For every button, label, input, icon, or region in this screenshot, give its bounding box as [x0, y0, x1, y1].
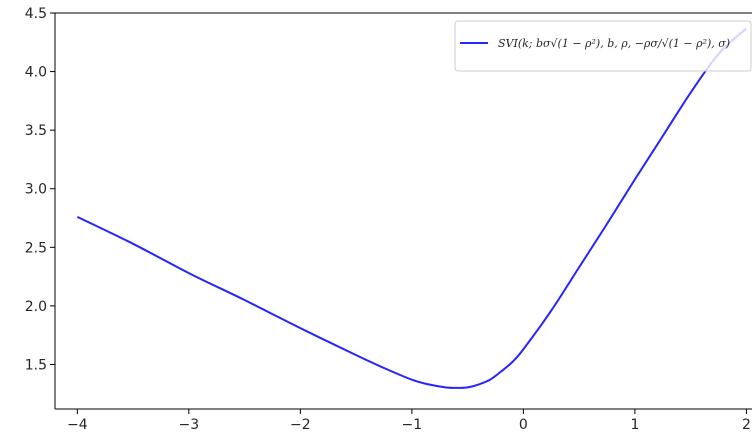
y-tick-label: 3.5 [25, 123, 47, 139]
plot-area [55, 13, 752, 409]
x-tick-label: 1 [630, 417, 639, 433]
y-tick-label: 2.5 [25, 240, 47, 256]
legend-frame [454, 20, 752, 72]
y-axis: 1.5 2.0 2.5 3.0 3.5 4.0 4.5 [25, 6, 55, 373]
legend-label: SVI(k; bσ√(1 − ρ²), b, ρ, −ρσ/√(1 − ρ²),… [498, 37, 730, 50]
x-tick-label: −1 [402, 417, 423, 433]
x-tick-label: −2 [290, 417, 311, 433]
y-tick-label: 2.0 [25, 299, 47, 315]
series-layer [76, 27, 748, 389]
y-tick-label: 4.5 [25, 6, 47, 22]
legend: SVI(k; bσ√(1 − ρ²), b, ρ, −ρσ/√(1 − ρ²),… [454, 20, 752, 72]
x-tick-label: 0 [519, 417, 528, 433]
x-tick-label: −4 [67, 417, 88, 433]
y-tick-label: 3.0 [25, 182, 47, 198]
y-tick-label: 4.0 [25, 65, 47, 81]
series-line [76, 27, 748, 389]
x-tick-label: −3 [179, 417, 200, 433]
x-axis: −4 −3 −2 −1 0 1 2 [67, 409, 751, 433]
y-tick-label: 1.5 [25, 357, 47, 373]
x-tick-label: 2 [742, 417, 751, 433]
